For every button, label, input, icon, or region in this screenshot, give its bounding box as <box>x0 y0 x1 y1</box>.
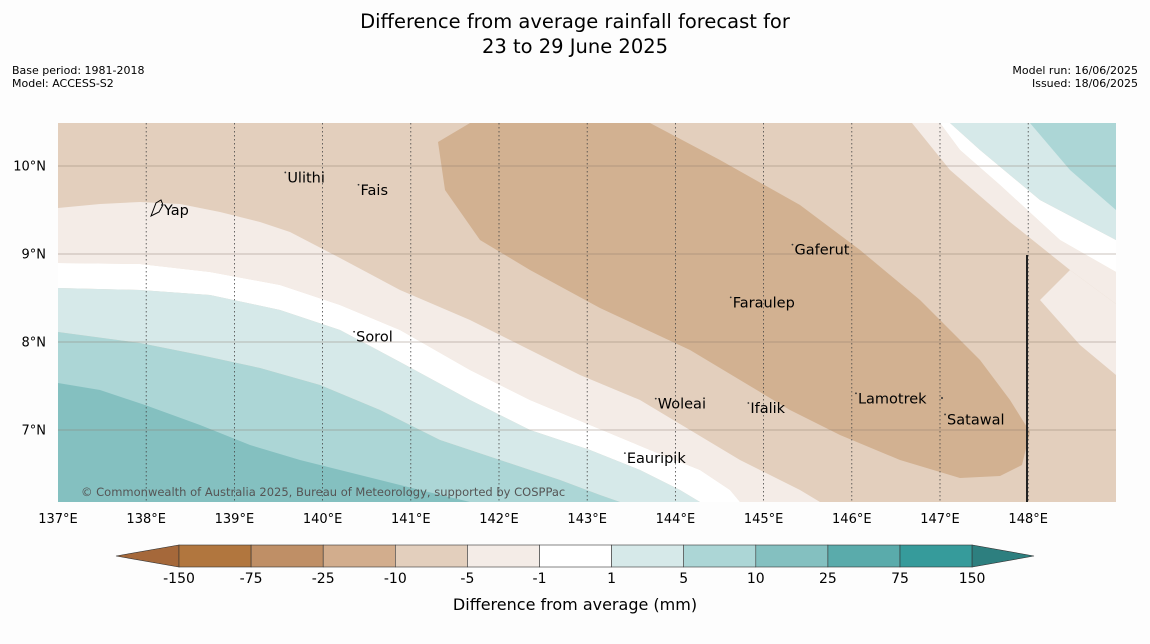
base-period-text: Base period: 1981-2018 <box>12 64 145 77</box>
colorbar-extend-right <box>971 544 1035 568</box>
longitude-label: 147°E <box>920 512 960 527</box>
place-marker <box>747 402 750 404</box>
colorbar-segment <box>322 544 396 568</box>
place-label: Yap <box>163 203 189 219</box>
place-label: Lamotrek <box>858 391 927 407</box>
colorbar-tick-label: -150 <box>163 571 195 587</box>
meta-right: Model run: 16/06/2025 Issued: 18/06/2025 <box>1012 64 1138 90</box>
place-label: Eauripik <box>627 451 686 467</box>
copyright-text: © Commonwealth of Australia 2025, Bureau… <box>81 485 565 499</box>
model-text: Model: ACCESS-S2 <box>12 76 114 90</box>
longitude-label: 142°E <box>479 512 519 527</box>
colorbar-segment <box>683 544 757 568</box>
place-label: Sorol <box>356 330 393 346</box>
colorbar: -150 -75 -25 -10 -5 -1 1 5 10 25 75 150 <box>115 544 1035 587</box>
place-marker <box>729 296 732 299</box>
place-marker <box>654 397 657 400</box>
place-marker <box>791 243 794 246</box>
place-marker <box>357 183 360 186</box>
place-label: Satawal <box>947 412 1004 428</box>
longitude-label: 139°E <box>215 512 255 527</box>
title-line-2: 23 to 29 June 2025 <box>481 35 669 58</box>
colorbar-segment <box>539 544 612 568</box>
place-marker <box>623 452 626 455</box>
colorbar-tick-label: -25 <box>312 571 335 587</box>
colorbar-tick-label: 1 <box>607 571 616 587</box>
colorbar-tick-label: 25 <box>819 571 837 587</box>
latitude-label: 8°N <box>22 336 47 351</box>
model-run-text: Model run: 16/06/2025 <box>1012 64 1138 77</box>
chart-title: Difference from average rainfall forecas… <box>0 9 1150 59</box>
contour-wetter-1-5 <box>950 123 1116 240</box>
contour-near-normal <box>940 123 1116 272</box>
colorbar-segment <box>467 544 540 568</box>
contour-drier-5-10 <box>912 123 1116 304</box>
longitude-label: 146°E <box>832 512 872 527</box>
place-label: Fais <box>361 183 388 199</box>
colorbar-tick-label: 10 <box>747 571 765 587</box>
colorbar-segment <box>899 544 973 568</box>
contour-wetter-10-25-west <box>58 383 470 502</box>
place-marker <box>284 171 287 174</box>
place-marker <box>944 413 946 416</box>
colorbar-segment <box>394 544 468 568</box>
colorbar-tick-label: -75 <box>240 571 263 587</box>
latitude-labels: 10°N 9°N 8°N 7°N <box>13 160 46 439</box>
latitude-label: 10°N <box>13 160 46 175</box>
place-marker <box>160 204 163 206</box>
longitude-labels: 137°E 138°E 139°E 140°E 141°E 142°E 143°E 144°E… <box>38 512 1048 527</box>
longitude-label: 143°E <box>567 512 607 527</box>
longitude-label: 144°E <box>656 512 696 527</box>
place-labels: Yap Ulithi Fais Gaferut Faraulep Sorol Lamotre… <box>160 170 1004 467</box>
colorbar-segment <box>755 544 829 568</box>
place-label: Ifalik <box>750 401 785 417</box>
place-marker <box>353 330 356 333</box>
place-marker <box>855 392 857 395</box>
contour-drier-10-25 <box>438 123 1030 478</box>
colorbar-tick-label: 75 <box>891 571 909 587</box>
island-dot <box>941 397 943 399</box>
colorbar-tick-label: -10 <box>384 571 407 587</box>
longitude-label: 145°E <box>744 512 784 527</box>
contour-drier-1-5-west <box>58 202 820 502</box>
longitude-label: 140°E <box>303 512 343 527</box>
colorbar-segment <box>250 544 324 568</box>
issued-text: Issued: 18/06/2025 <box>1031 76 1138 90</box>
colorbar-tick-label: -5 <box>460 571 474 587</box>
contour-wetter-1-5-west <box>58 288 700 502</box>
colorbar-extend-left <box>115 544 180 568</box>
colorbar-segment <box>827 544 901 568</box>
title-line-1: Difference from average rainfall forecas… <box>360 10 790 33</box>
colorbar-tick-label: 150 <box>959 571 986 587</box>
latitude-label: 9°N <box>22 248 47 263</box>
longitude-label: 141°E <box>391 512 431 527</box>
latitude-label: 7°N <box>22 424 47 439</box>
place-label: Woleai <box>658 397 706 413</box>
colorbar-tick-label: -1 <box>533 571 547 587</box>
place-label: Ulithi <box>287 170 325 186</box>
colorbar-tick-label: 5 <box>679 571 688 587</box>
longitude-label: 138°E <box>126 512 166 527</box>
longitude-label: 148°E <box>1008 512 1048 527</box>
place-label: Faraulep <box>733 295 795 311</box>
colorbar-label: Difference from average (mm) <box>453 595 697 614</box>
colorbar-segment <box>178 544 252 568</box>
yap-island-outline <box>150 199 164 218</box>
graticule <box>58 123 1116 502</box>
contour-drier-1-5-east <box>1040 270 1116 375</box>
meta-left: Base period: 1981-2018 Model: ACCESS-S2 <box>12 64 145 90</box>
colorbar-segment <box>611 544 684 568</box>
contour-normal-west <box>58 263 740 502</box>
longitude-label: 137°E <box>38 512 78 527</box>
place-label: Gaferut <box>794 243 849 259</box>
contour-wetter-5-10 <box>1030 123 1116 210</box>
